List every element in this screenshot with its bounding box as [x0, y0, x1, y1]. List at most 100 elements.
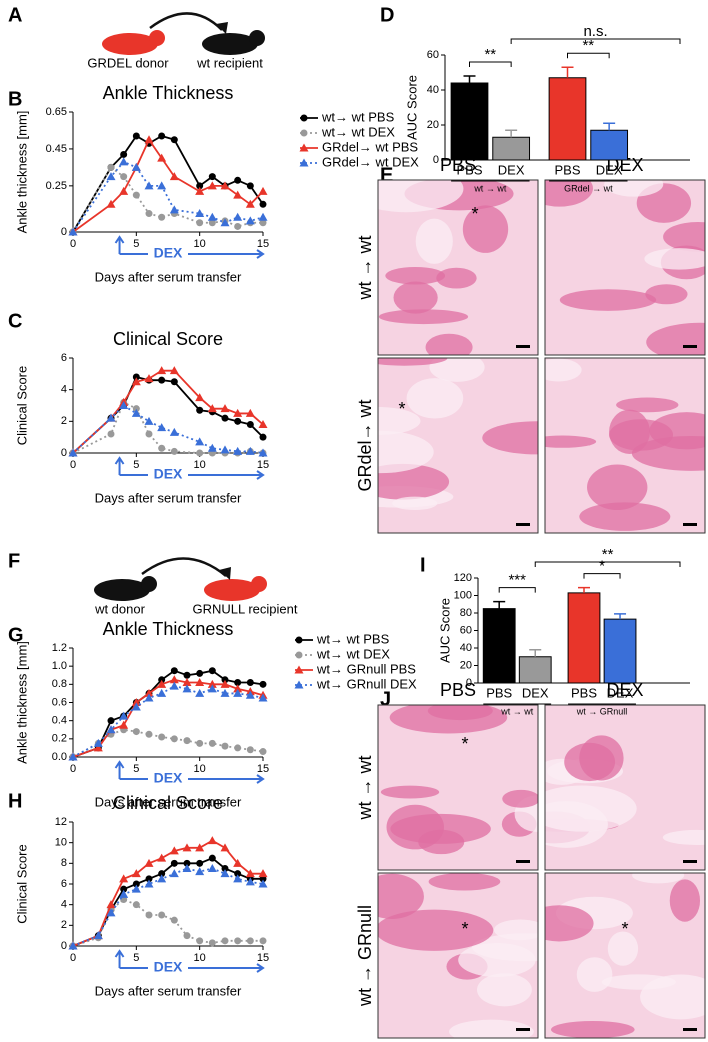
panel-letter: H [8, 790, 22, 812]
y-tick-label: 10 [55, 837, 67, 849]
point [233, 408, 243, 417]
point [258, 186, 268, 195]
point [144, 858, 154, 867]
point [233, 190, 243, 199]
point [221, 676, 229, 684]
x-tick-label: 0 [70, 238, 76, 250]
tissue-region [663, 221, 705, 252]
point [246, 679, 254, 687]
y-tick-label: 0 [61, 940, 67, 952]
point [195, 437, 205, 446]
point [132, 405, 140, 413]
panel-letter: G [8, 624, 24, 646]
point [220, 679, 230, 688]
x-tick-label: 10 [194, 238, 206, 250]
point [196, 406, 204, 414]
annotation: DEX [154, 466, 183, 482]
y-tick-label: 80 [460, 607, 472, 619]
point [157, 679, 167, 688]
error-bar [561, 66, 574, 78]
tissue-region [669, 879, 701, 922]
point [144, 181, 154, 190]
x-axis-label: Days after serum transfer [95, 983, 242, 998]
point [259, 937, 267, 945]
point [119, 889, 129, 898]
legend-label: wt→ GRnull PBS [316, 661, 416, 676]
point [169, 675, 179, 684]
point [196, 449, 204, 457]
point [144, 416, 154, 425]
y-tick-label: 2 [61, 919, 67, 931]
significance-label: * [599, 558, 605, 575]
point [221, 742, 229, 750]
y-tick-label: 20 [427, 119, 439, 131]
tissue-region [662, 829, 705, 845]
x-tick-label: 5 [133, 459, 139, 471]
point [234, 679, 242, 687]
tissue-region [576, 957, 613, 992]
frame [377, 357, 539, 534]
donor-mouse-head [149, 30, 165, 46]
point [234, 417, 242, 425]
error-bar [463, 75, 476, 83]
point [132, 373, 140, 381]
point [170, 916, 178, 924]
tissue [545, 735, 705, 848]
x-tick-label: 15 [257, 238, 269, 250]
point [196, 739, 204, 747]
histology-image [377, 872, 539, 1039]
point [245, 446, 255, 455]
x-tick-label: DEX [596, 162, 623, 177]
x-axis-label: Days after serum transfer [95, 490, 242, 505]
tissue-region [476, 973, 532, 1007]
transfer-diagram: F wt donor GRNULL recipient [8, 550, 298, 616]
tissue-region [545, 358, 582, 382]
point [131, 162, 141, 171]
frame [544, 357, 706, 534]
recipient-mouse [204, 579, 260, 601]
point [208, 854, 216, 862]
point [170, 447, 178, 455]
point [131, 884, 141, 893]
point [208, 219, 216, 227]
tissue-region [472, 933, 538, 962]
x-tick-label: PBS [456, 162, 482, 177]
point [195, 843, 205, 852]
x-tick-label: 0 [70, 763, 76, 775]
tissue-region [607, 931, 639, 966]
point [246, 182, 254, 190]
recipient-label: wt recipient [196, 55, 263, 70]
point [131, 377, 141, 386]
scale-bar [683, 523, 697, 526]
series-line [72, 369, 264, 454]
x-tick-label: 5 [133, 238, 139, 250]
point [131, 408, 141, 417]
error-bar [529, 649, 542, 657]
point [144, 879, 154, 888]
point [233, 212, 243, 221]
y-tick-label: 0.25 [46, 180, 67, 192]
x-tick-label: 15 [257, 763, 269, 775]
error-bar [493, 600, 506, 609]
bar [450, 82, 489, 161]
point [158, 132, 166, 140]
point [183, 671, 191, 679]
legend-marker [300, 114, 308, 122]
histology-image [377, 357, 539, 534]
point [106, 199, 116, 208]
point [234, 937, 242, 945]
tissue-region [616, 397, 679, 413]
y-tick-label: 120 [454, 572, 472, 584]
chart-title: Ankle Thickness [103, 83, 234, 103]
transfer-diagram: A GRDEL donor wt recipient [8, 4, 265, 70]
point [195, 867, 205, 876]
y-tick-label: 40 [460, 642, 472, 654]
tissue-region [380, 785, 440, 799]
x-tick-label: PBS [554, 162, 580, 177]
y-tick-label: 20 [460, 659, 472, 671]
frame [544, 704, 706, 871]
tissue [380, 705, 538, 855]
y-tick-label: 0.65 [46, 106, 67, 118]
legend-marker [294, 665, 304, 674]
tissue-region [609, 409, 650, 454]
